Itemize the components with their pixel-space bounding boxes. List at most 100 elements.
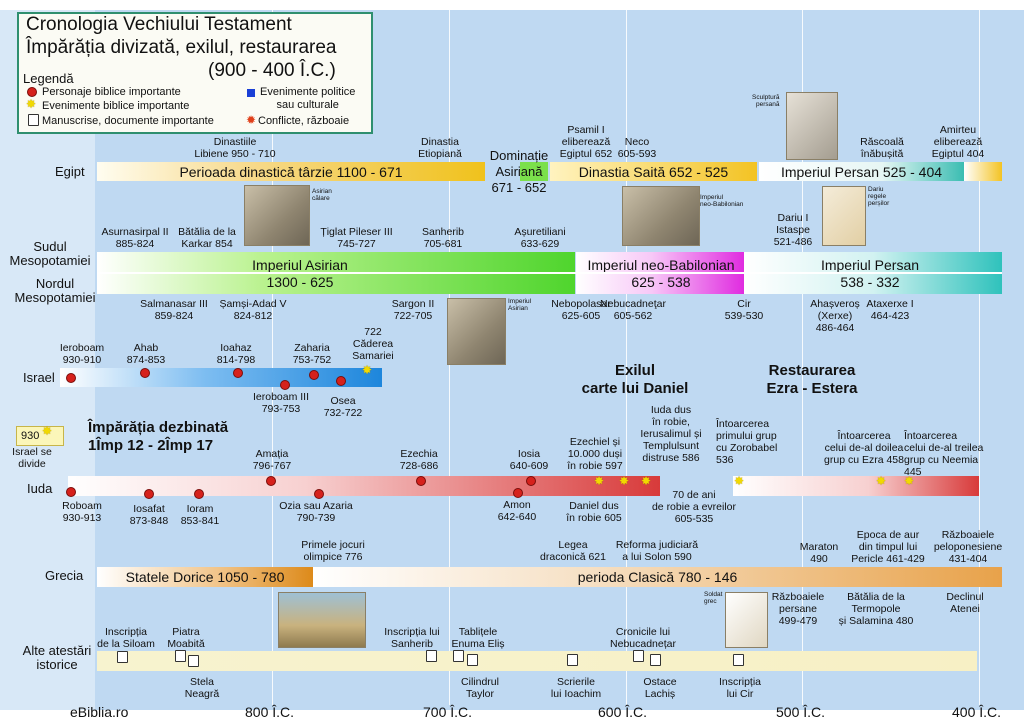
band-judah-restoration: [733, 476, 979, 496]
moabite-doc: [175, 650, 186, 662]
row-label-egypt: Egipt: [55, 164, 85, 179]
hezekiah-dot: [416, 476, 426, 486]
label-nehemiah-return: Întoarcerea celui de-al treilea grup cu …: [904, 430, 984, 478]
label-taylor: Cilindrul Taylor: [461, 676, 499, 700]
brand-watermark: eBiblia.ro: [70, 704, 129, 720]
senn-doc: [426, 650, 437, 662]
label-revolt: Răscoală înăbușită: [860, 136, 904, 160]
label-amyrtaeus: Amirteu eliberează Egiptul 404: [931, 124, 985, 160]
assyrian-empire-relief-image: [447, 298, 506, 365]
meso-divider: [97, 272, 1002, 274]
legend-conflict-icon: ✹: [246, 113, 257, 127]
chart-title: Cronologia Vechiului Testament: [26, 14, 292, 35]
band-doric-states-label: Statele Dorice 1050 - 780: [125, 569, 285, 585]
label-zerubbabel: Întoarcerea primului grup cu Zorobabel 5…: [716, 418, 778, 466]
band-classical-period: perioda Clasică 780 - 146: [313, 567, 1002, 587]
legend-events-label: Evenimente biblice importante: [42, 100, 190, 112]
band-neo-babylonian-label: Imperiul neo-Babilonian 625 - 538: [587, 257, 735, 290]
label-moabite: Piatra Moabită: [167, 626, 205, 650]
label-hoshea: Osea 732-722: [323, 395, 363, 419]
label-marathon: Maraton 490: [799, 541, 839, 565]
label-josiah: Iosia 640-609: [509, 448, 549, 472]
label-rehoboam: Roboam 930-913: [62, 500, 102, 524]
label-pericles: Epoca de aur din timpul lui Pericle 461-…: [851, 529, 925, 565]
zechariah-dot: [309, 370, 319, 380]
label-seventy-years: 70 de ani de robie a evreilor 605-535: [651, 489, 737, 525]
row-label-greece: Grecia: [45, 568, 84, 583]
legend-political-square-icon: [247, 89, 255, 97]
band-historical-attestations: [97, 651, 977, 671]
label-siloam: Inscripția de la Siloam: [97, 626, 155, 650]
label-psamtik: Psamil I eliberează Egiptul 652: [559, 124, 613, 160]
label-zechariah: Zaharia 753-752: [292, 342, 332, 366]
legend-heading: Legendă: [23, 71, 74, 86]
label-egypt-ethiopian: Dinastia Etiopiană: [418, 136, 462, 160]
label-ahab: Ahab 874-853: [126, 342, 166, 366]
caption-darius: Dariu regele perșilor: [868, 186, 890, 207]
legend-manuscript-icon: [28, 114, 39, 126]
nebuchron-doc: [633, 650, 644, 662]
band-egypt-late-period-label: Perioada dinastică târzie 1100 - 671: [179, 163, 403, 180]
header-restoration: Restaurarea Ezra - Estera: [766, 362, 858, 397]
label-peloponnesian: Războaiele peloponesiene 431-404: [933, 529, 1003, 565]
gridline-400: [979, 10, 980, 705]
band-assyrian-domination: [520, 162, 548, 181]
ahab-dot: [140, 368, 150, 378]
legend-conflicts-label: Conflicte, războaie: [258, 115, 350, 127]
label-enuma: Tablițele Enuma Eliș: [451, 626, 505, 650]
header-divided-kingdom: Împărăția dezbinată 1Împ 12 - 2Împ 17: [88, 419, 229, 454]
label-neco: Neco 605-593: [617, 136, 657, 160]
label-xerxes: Ahașveroș (Xerxe) 486-464: [810, 298, 860, 334]
band-saite-dynasty-label: Dinastia Saită 652 - 525: [578, 163, 729, 180]
persian-sculpture-image: [786, 92, 838, 160]
caption-assyrian-rider: Asirian călare: [312, 188, 332, 202]
joram-dot: [194, 489, 204, 499]
siloam-doc: [117, 651, 128, 663]
jehoiachin-doc: [567, 654, 578, 666]
label-darius: Dariu I Istaspe 521-486: [773, 212, 813, 248]
label-daniel: Daniel dus în robie 605: [566, 500, 622, 524]
exile586a-star: ✸: [619, 474, 630, 488]
legend-event-star-icon: ✸: [26, 97, 37, 111]
obelisk-doc: [188, 655, 199, 667]
row-label-israel: Israel: [23, 370, 55, 385]
caption-neo-babylonian: Imperiul neo-Babilonian: [700, 194, 744, 208]
jeroboam1-dot: [66, 373, 76, 383]
label-ezra-return: Întoarcerea celui de-al doilea grup cu E…: [824, 430, 904, 466]
label-sargon: Sargon II 722-705: [391, 298, 435, 322]
uzziah-dot: [314, 489, 324, 499]
greek-stadium-image: [278, 592, 366, 648]
taylor-doc: [467, 654, 478, 666]
label-egypt-libyan: Dinastiile Libiene 950 - 710: [194, 136, 276, 160]
chart-date-range: (900 - 400 Î.C.): [208, 60, 336, 81]
return445-star: ✸: [904, 474, 915, 488]
return536-star: ✸: [734, 474, 745, 488]
gridline-500: [802, 10, 803, 705]
label-obelisk: Stela Neagră: [184, 676, 220, 700]
caption-greek-soldier: Soldat grec: [704, 591, 723, 605]
label-ezekiel: Ezechiel și 10.000 duși în robie 597: [567, 436, 623, 472]
label-nebuchadnezzar-chronicles: Cronicile lui Nebucadnețar: [610, 626, 676, 650]
rehoboam-dot: [66, 487, 76, 497]
label-jeroboam2: Ieroboam III 793-753: [252, 391, 310, 415]
label-amon: Amon 642-640: [497, 499, 537, 523]
label-assyrian-domination: Dominație Asiriană 671 - 652: [489, 148, 549, 195]
label-judah-exile: Iuda dus în robie, Ierusalimul și Templu…: [640, 404, 702, 464]
label-sennacherib-inscription: Inscripția lui Sanherib: [384, 626, 440, 650]
jeroboam2-dot: [280, 380, 290, 390]
band-doric-states: Statele Dorice 1050 - 780: [97, 567, 313, 587]
box-930-divide: [16, 426, 64, 446]
axis-tick-600: 600 Î.C.: [598, 704, 648, 720]
band-israel-kingdom: [60, 368, 382, 387]
label-amaziah: Amația 796-767: [252, 448, 292, 472]
exile586b-star: ✸: [641, 474, 652, 488]
label-jehoahaz: Ioahaz 814-798: [216, 342, 256, 366]
row-label-other: Alte atestări istorice: [22, 643, 92, 672]
band-judah-kingdom: [68, 476, 660, 496]
caption-assyrian-empire: Imperiul Asirian: [508, 298, 532, 312]
label-shamshi: Șamși-Adad V 824-812: [219, 298, 287, 322]
axis-tick-700: 700 Î.C.: [423, 704, 473, 720]
label-cyrus: Cir 539-530: [724, 298, 764, 322]
label-uzziah: Ozia sau Azaria 790-739: [279, 500, 353, 524]
